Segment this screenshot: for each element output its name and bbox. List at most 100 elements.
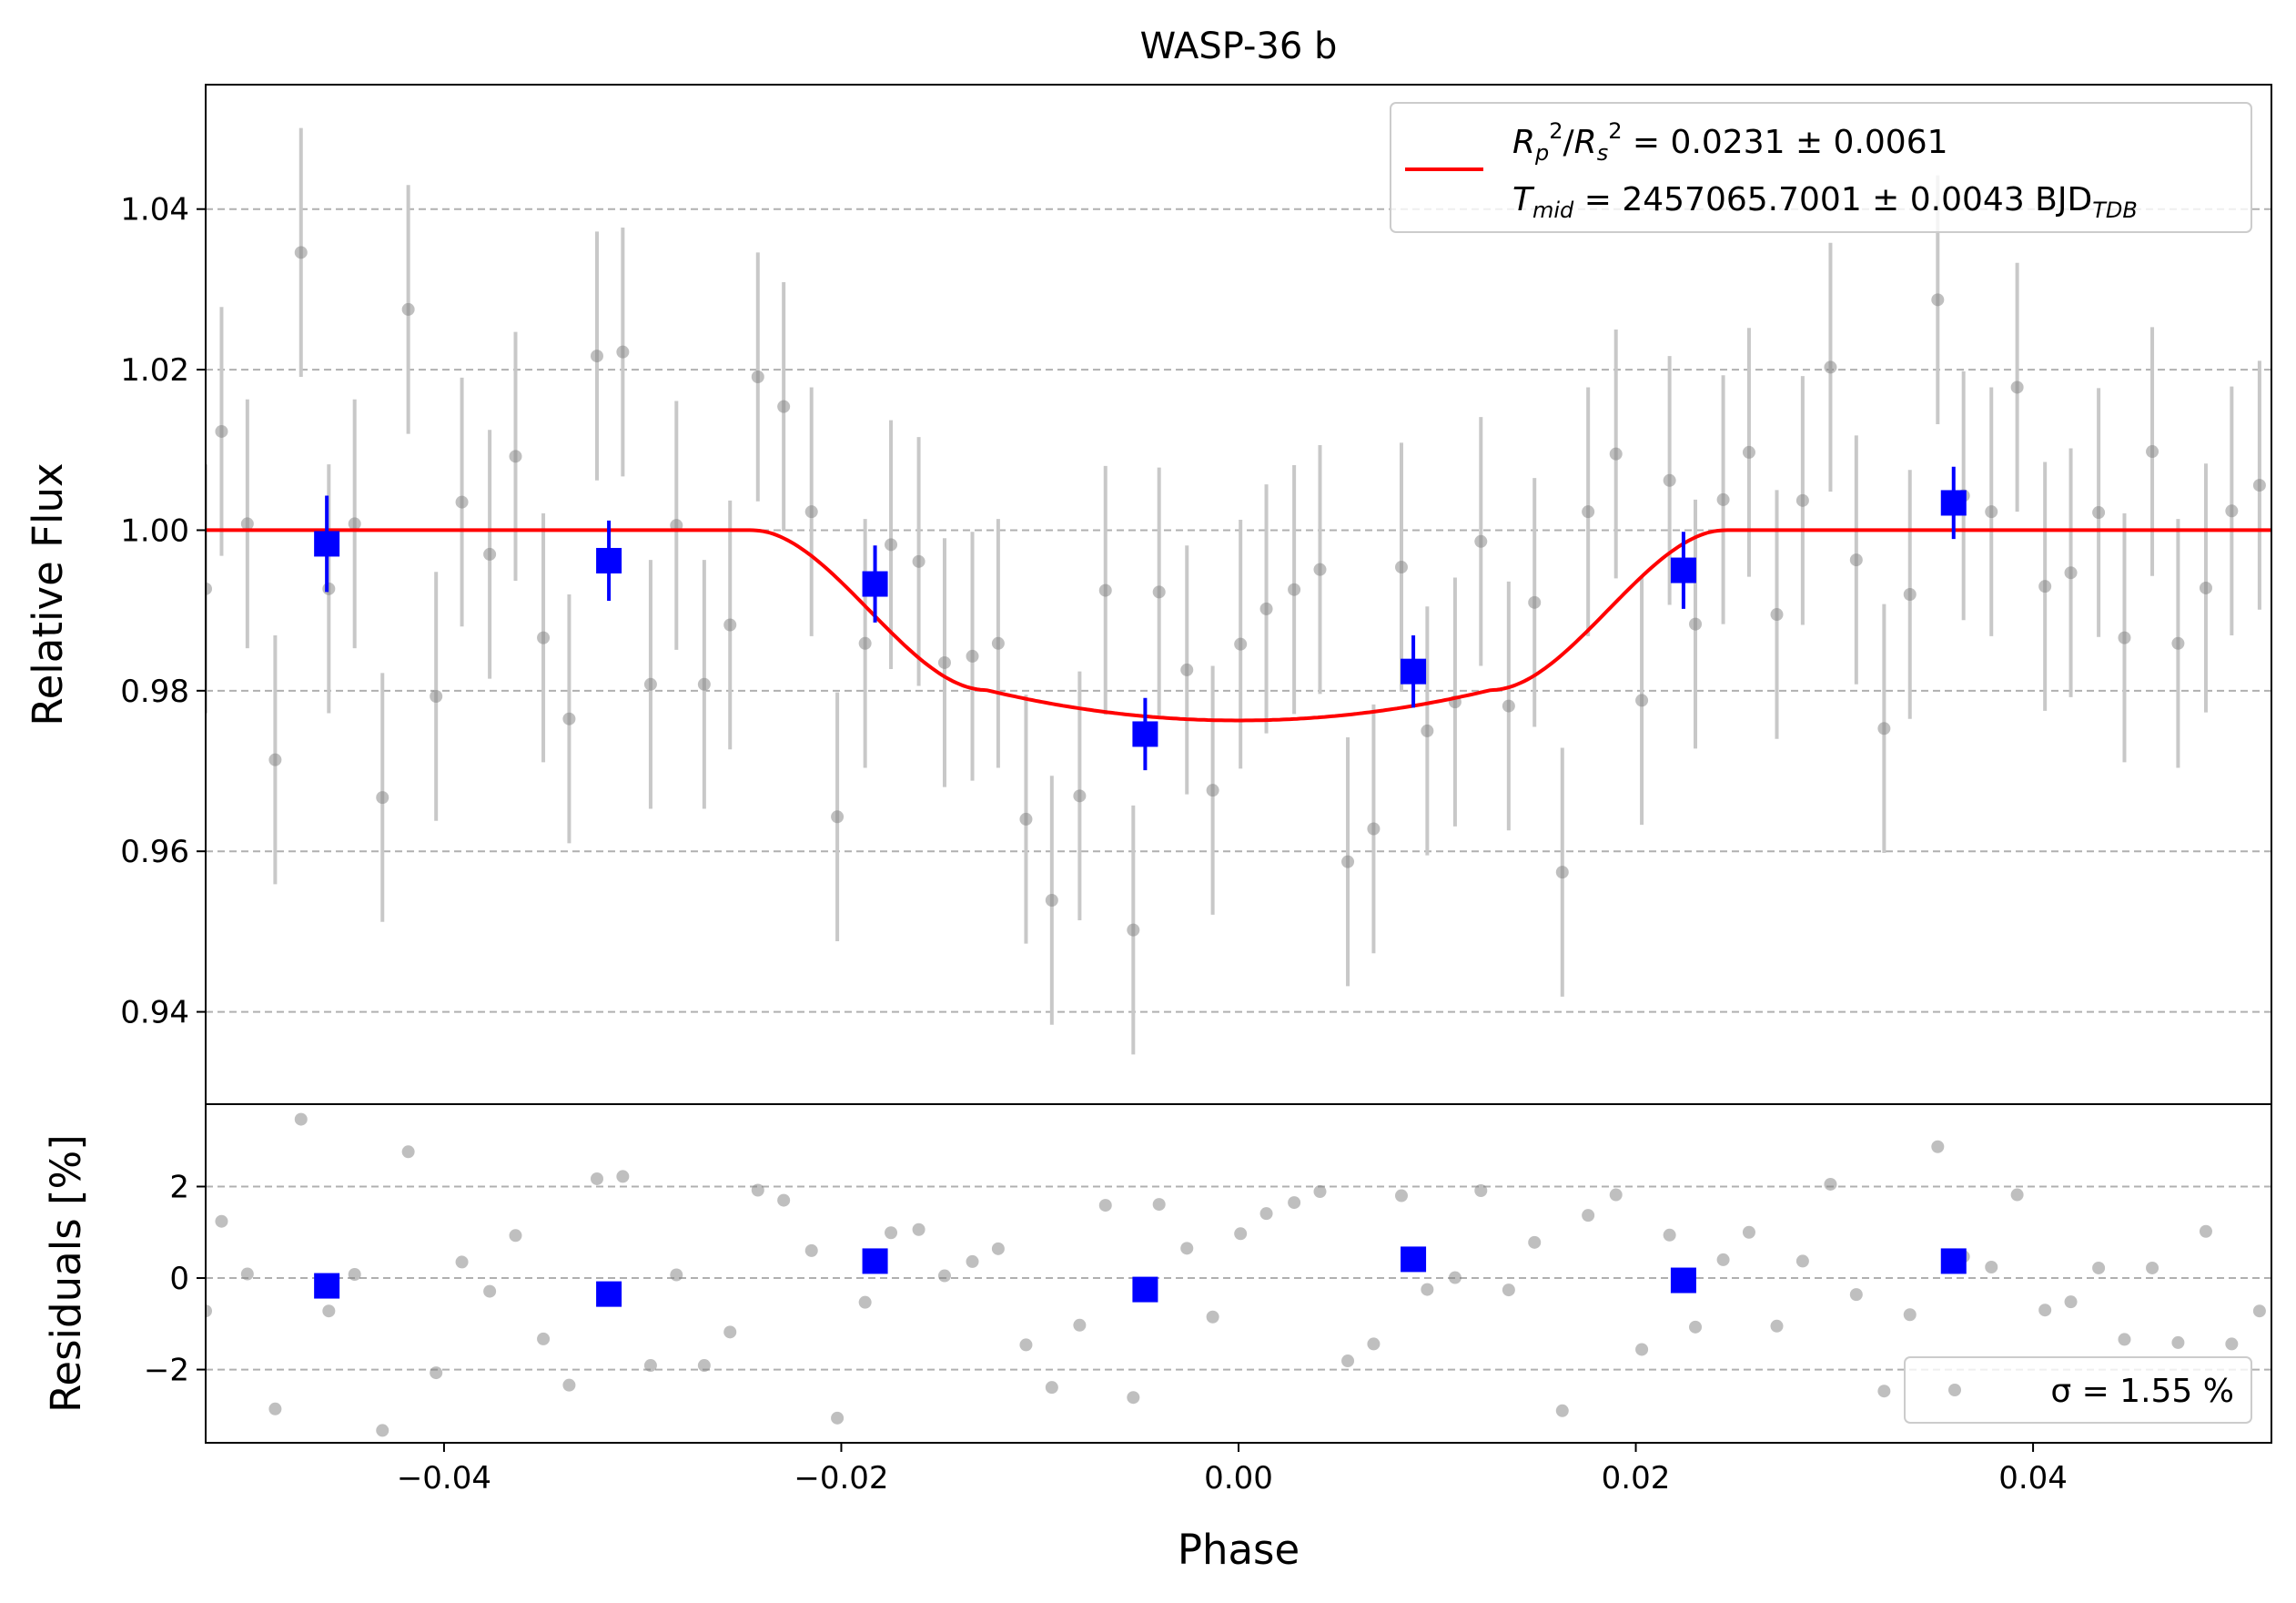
transit-model-curve	[206, 528, 2271, 723]
raw-point	[2252, 479, 2266, 492]
residual-point	[1394, 1189, 1408, 1202]
residual-point	[670, 1268, 683, 1282]
raw-point	[1635, 694, 1649, 707]
raw-point	[590, 350, 603, 363]
binned-point	[862, 571, 888, 597]
main-y-ticks: 0.94 0.96 0.98 1.00 1.02 1.04	[120, 192, 206, 1031]
residual-point	[1770, 1319, 1784, 1333]
residual-point	[804, 1243, 818, 1257]
raw-point	[1795, 493, 1809, 507]
raw-point	[1127, 923, 1140, 937]
residual-ytick-label: 0	[169, 1261, 189, 1297]
raw-point	[376, 791, 389, 805]
raw-point	[322, 582, 336, 595]
residual-point	[1367, 1337, 1381, 1351]
residual-point	[1421, 1283, 1434, 1296]
raw-point	[1877, 722, 1891, 736]
residual-point	[1019, 1338, 1033, 1352]
residual-point	[1152, 1198, 1166, 1212]
raw-point	[912, 554, 925, 568]
residual-point	[509, 1229, 522, 1243]
raw-point	[1716, 492, 1730, 506]
residual-point	[697, 1359, 711, 1373]
residual-point	[1180, 1242, 1194, 1255]
raw-point	[1528, 595, 1542, 609]
binned-points	[314, 466, 1967, 771]
residual-point	[643, 1359, 657, 1373]
residual-point	[723, 1325, 737, 1339]
residual-point	[590, 1172, 603, 1185]
raw-point	[1502, 699, 1515, 713]
phase-x-ticks: −0.04 −0.02 0.00 0.02 0.04	[397, 1443, 2068, 1496]
residual-point	[1663, 1228, 1676, 1242]
residual-point	[2171, 1335, 2185, 1349]
residual-point	[240, 1267, 254, 1281]
raw-point	[1770, 608, 1784, 622]
main-ytick-label: 1.02	[120, 352, 189, 389]
residual-point	[322, 1304, 336, 1318]
residual-binned-point	[1670, 1267, 1696, 1294]
residual-point	[777, 1193, 791, 1207]
raw-point	[1742, 445, 1755, 459]
residuals-legend: σ = 1.55 %	[1904, 1356, 2252, 1424]
main-axes-frame	[205, 84, 2272, 1105]
raw-point	[2225, 504, 2239, 518]
phase-xlabel: Phase	[1178, 1526, 1300, 1574]
residual-point	[1716, 1253, 1730, 1266]
residual-point	[455, 1255, 469, 1269]
binned-point	[1401, 658, 1427, 685]
residual-point	[483, 1284, 497, 1298]
raw-point	[2092, 506, 2106, 520]
raw-point	[831, 810, 845, 824]
raw-point	[1045, 894, 1058, 907]
residual-point	[537, 1332, 551, 1345]
raw-point	[777, 400, 791, 413]
residual-point	[885, 1226, 898, 1240]
residual-point	[1555, 1404, 1569, 1417]
residuals-legend-marker	[1948, 1384, 1961, 1396]
raw-point	[1421, 724, 1434, 737]
raw-point	[1555, 866, 1569, 879]
residual-point	[401, 1145, 415, 1159]
raw-point	[2010, 380, 2024, 394]
raw-point	[294, 246, 308, 259]
raw-point	[240, 517, 254, 531]
residual-point	[991, 1242, 1005, 1255]
raw-point	[1663, 473, 1676, 487]
residual-point	[831, 1411, 845, 1425]
main-legend-box	[1390, 102, 2252, 233]
raw-point	[1234, 637, 1248, 651]
residual-gridlines	[206, 1185, 2271, 1371]
residual-point	[1931, 1140, 1945, 1153]
raw-point	[1849, 553, 1863, 567]
main-ytick-label: 1.00	[120, 512, 189, 549]
raw-point	[1931, 293, 1945, 307]
residual-binned-points	[314, 1246, 1967, 1307]
raw-point	[1824, 360, 1837, 374]
residual-point	[912, 1223, 925, 1236]
raw-point	[1689, 617, 1703, 631]
raw-point	[2064, 566, 2078, 580]
raw-point	[1073, 789, 1087, 803]
raw-points	[206, 246, 2266, 937]
binned-point	[1132, 721, 1158, 747]
raw-point	[562, 712, 576, 725]
raw-point	[537, 631, 551, 644]
residual-point	[1341, 1354, 1355, 1368]
raw-point	[509, 450, 522, 463]
residual-binned-point	[1401, 1246, 1427, 1273]
binned-point	[1670, 557, 1696, 583]
residual-point	[937, 1269, 951, 1283]
residual-point	[1635, 1343, 1649, 1356]
raw-point	[937, 655, 951, 669]
residual-point	[751, 1183, 764, 1197]
main-ylabel: Relative Flux	[24, 462, 72, 725]
residual-point	[1824, 1177, 1837, 1191]
residual-point	[2252, 1304, 2266, 1318]
raw-point	[2146, 445, 2159, 459]
residual-points	[206, 1112, 2266, 1437]
residual-point	[215, 1214, 228, 1228]
phase-xtick-label: −0.02	[794, 1460, 888, 1496]
residual-point	[2092, 1261, 2106, 1274]
residual-point	[2225, 1337, 2239, 1351]
